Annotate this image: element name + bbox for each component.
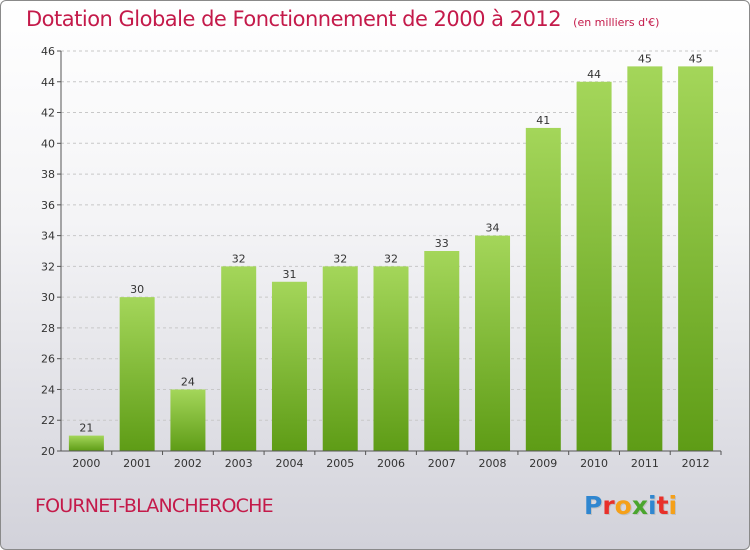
bar-2012 [678,66,714,451]
chart-subtitle: (en milliers d'€) [573,16,660,29]
value-label-2004: 31 [282,268,296,281]
bar-2003 [221,266,257,451]
value-label-2006: 32 [384,252,398,265]
bar-2006 [373,266,409,451]
x-tick-label-2011: 2011 [631,457,659,470]
value-label-2000: 21 [79,422,93,435]
x-tick-label-2002: 2002 [174,457,202,470]
x-tick-label-2006: 2006 [377,457,405,470]
bar-2007 [424,251,460,451]
value-label-2012: 45 [689,52,703,65]
bar-2004 [271,281,307,451]
proxiti-logo: Proxiti [584,491,677,520]
y-tick-label: 44 [41,76,55,89]
chart-title: Dotation Globale de Fonctionnement de 20… [26,7,562,31]
axes: 20 22 24 26 28 30 32 34 36 38 40 42 44 46 2000 2001 2002… [41,45,722,470]
x-tick-label-2008: 2008 [479,457,507,470]
logo-letter: i [668,491,678,520]
x-tick-label-2012: 2012 [682,457,710,470]
title-line: Dotation Globale de Fonctionnement de 20… [26,7,659,31]
y-tick-label: 32 [41,260,55,273]
y-tick-label: 28 [41,322,55,335]
value-labels: 21 30 24 32 31 32 32 33 34 41 44 45 45 [79,52,702,434]
logo-letter: o [614,491,632,520]
x-tick-label-2004: 2004 [275,457,303,470]
value-label-2010: 44 [587,68,601,81]
y-tick-label: 38 [41,168,55,181]
y-tick-label: 24 [41,383,55,396]
y-tick-label: 20 [41,445,55,458]
logo-letter: r [602,491,615,520]
x-tick-label-2010: 2010 [580,457,608,470]
logo-letter: P [584,491,603,520]
value-label-2011: 45 [638,52,652,65]
bar-2011 [627,66,663,451]
value-label-2005: 32 [333,252,347,265]
bar-2010 [576,81,612,452]
x-tick-label-2005: 2005 [326,457,354,470]
logo-letter: t [656,491,669,520]
logo-letter: x [631,491,648,520]
value-label-2008: 34 [486,222,500,235]
y-tick-label: 26 [41,353,55,366]
commune-name: FOURNET-BLANCHEROCHE [35,495,274,517]
bar-2000 [68,435,104,451]
value-label-2001: 30 [130,283,144,296]
x-tick-label-2009: 2009 [529,457,557,470]
value-label-2003: 32 [232,252,246,265]
value-label-2009: 41 [536,114,550,127]
bar-2005 [322,266,358,451]
y-tick-label: 30 [41,291,55,304]
value-label-2002: 24 [181,375,195,388]
x-tick-label-2007: 2007 [428,457,456,470]
x-tick-label-2001: 2001 [123,457,151,470]
y-tick-label: 34 [41,230,55,243]
y-tick-label: 36 [41,199,55,212]
y-tick-label: 22 [41,414,55,427]
y-tick-label: 40 [41,137,55,150]
x-tick-label-2003: 2003 [225,457,253,470]
bar-2009 [525,127,561,451]
bar-2008 [475,235,511,451]
bar-2001 [119,297,155,451]
value-label-2007: 33 [435,237,449,250]
logo-letter: i [648,491,657,520]
y-tick-label: 46 [41,45,55,58]
y-tick-label: 42 [41,107,55,120]
x-tick-label-2000: 2000 [72,457,100,470]
bars [68,66,714,452]
bar-2002 [170,389,206,451]
